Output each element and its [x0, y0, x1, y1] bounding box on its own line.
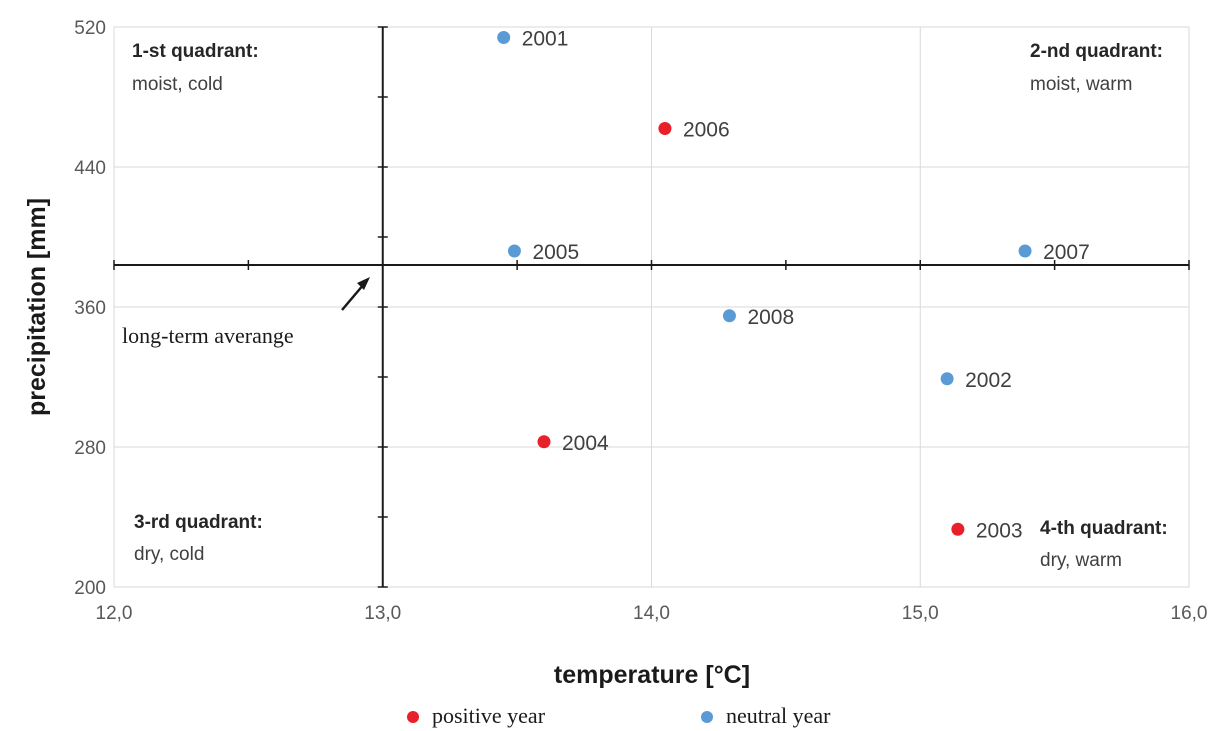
gridlines — [113, 26, 1190, 588]
y-tick-label: 440 — [74, 158, 106, 179]
point-2003 — [951, 522, 965, 536]
point-2007 — [1018, 244, 1032, 258]
x-tick-label: 14,0 — [633, 603, 670, 624]
x-axis-title: temperature [°C] — [554, 661, 750, 689]
quadrant-labels: 1-st quadrant: moist, cold 2-nd quadrant… — [132, 41, 1168, 571]
point-2008 — [722, 309, 736, 323]
average-arrow-icon — [341, 283, 365, 311]
legend-label-neutral: neutral year — [726, 703, 831, 728]
y-tick-label: 280 — [74, 438, 106, 459]
y-tick-labels: 200 280 360 440 520 — [74, 18, 106, 599]
y-tick-label: 360 — [74, 298, 106, 319]
average-label: long-term averange — [122, 323, 294, 348]
legend-marker-positive — [407, 711, 419, 723]
point-2004 — [537, 435, 551, 449]
x-tick-label: 13,0 — [364, 603, 401, 624]
point-2006 — [658, 122, 672, 135]
y-axis-title: precipitation [mm] — [23, 198, 51, 416]
x-tick-labels: 12,0 13,0 14,0 15,0 16,0 — [96, 603, 1208, 624]
point-label-2006: 2006 — [683, 119, 730, 142]
data-points: 2006 2004 2003 2001 2005 2007 2008 2002 — [497, 28, 1090, 542]
quadrant-1-desc: moist, cold — [132, 74, 223, 95]
plot-area — [113, 26, 1190, 588]
point-label-2005: 2005 — [532, 241, 579, 264]
quadrant-4-title: 4-th quadrant: — [1040, 518, 1168, 539]
average-annotation: long-term averange — [122, 277, 370, 348]
x-tick-label: 15,0 — [902, 603, 939, 624]
point-label-2003: 2003 — [976, 519, 1023, 542]
point-label-2008: 2008 — [747, 306, 794, 329]
y-tick-label: 520 — [74, 18, 106, 39]
point-2005 — [507, 244, 521, 258]
quadrant-1-title: 1-st quadrant: — [132, 41, 259, 62]
x-tick-label: 16,0 — [1171, 603, 1208, 624]
average-arrowhead-icon — [357, 277, 370, 290]
quadrant-4-desc: dry, warm — [1040, 550, 1122, 571]
y-tick-label: 200 — [74, 578, 106, 599]
point-label-2002: 2002 — [965, 369, 1012, 392]
quadrant-3-desc: dry, cold — [134, 544, 204, 565]
quadrant-3-title: 3-rd quadrant: — [134, 512, 263, 533]
quadrant-2-desc: moist, warm — [1030, 74, 1132, 95]
quadrant-2-title: 2-nd quadrant: — [1030, 41, 1163, 62]
point-2001 — [497, 31, 511, 44]
average-lines — [113, 26, 1190, 588]
legend-marker-neutral — [701, 711, 713, 723]
x-tick-label: 12,0 — [96, 603, 133, 624]
point-2002 — [940, 372, 954, 386]
legend: positive year neutral year — [407, 703, 831, 728]
point-label-2001: 2001 — [522, 28, 569, 51]
point-label-2007: 2007 — [1043, 241, 1090, 264]
legend-label-positive: positive year — [432, 703, 546, 728]
point-label-2004: 2004 — [562, 432, 609, 455]
